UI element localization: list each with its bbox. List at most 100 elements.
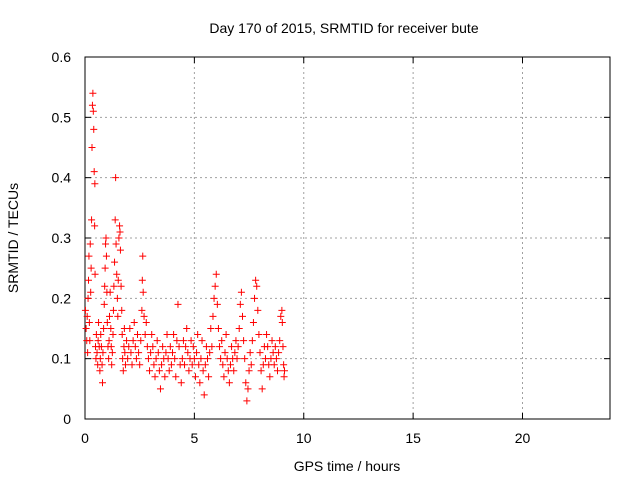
data-point: [183, 325, 191, 332]
data-point: [158, 361, 166, 369]
data-point: [125, 343, 133, 351]
data-point: [105, 337, 113, 345]
data-point: [96, 367, 104, 375]
data-point: [278, 318, 286, 326]
data-point: [86, 240, 94, 248]
data-point: [277, 312, 285, 320]
data-point: [258, 385, 266, 393]
data-point: [211, 282, 219, 290]
data-point: [239, 312, 246, 320]
data-point: [165, 367, 173, 375]
data-point: [221, 349, 229, 357]
data-point: [106, 312, 113, 320]
data-point: [231, 349, 239, 357]
x-tick-label: 0: [81, 430, 89, 446]
data-point: [170, 331, 178, 339]
y-tick-label: 0.6: [52, 49, 72, 65]
data-point: [210, 294, 218, 302]
data-point: [182, 343, 190, 351]
data-point: [240, 337, 248, 345]
data-point: [245, 367, 253, 375]
data-point: [181, 361, 189, 369]
data-point: [268, 337, 276, 345]
data-point: [144, 355, 152, 363]
data-point: [82, 325, 90, 332]
data-point: [87, 264, 95, 272]
data-point: [253, 282, 261, 290]
data-point: [123, 337, 131, 345]
data-point: [235, 325, 243, 332]
data-point: [114, 276, 122, 284]
data-point: [200, 391, 208, 399]
data-point: [187, 337, 195, 345]
data-point: [121, 349, 129, 357]
data-point: [266, 373, 274, 381]
data-point: [222, 331, 230, 339]
data-point: [138, 306, 146, 314]
data-point: [99, 349, 107, 357]
data-point: [110, 282, 118, 290]
data-point: [131, 343, 139, 351]
data-point: [140, 312, 148, 320]
data-point: [230, 367, 238, 375]
data-point: [252, 276, 260, 284]
data-point: [111, 258, 119, 266]
data-point: [114, 312, 122, 320]
data-point: [281, 367, 288, 375]
data-point: [166, 343, 174, 351]
data-point: [149, 343, 157, 351]
data-point: [177, 379, 185, 387]
data-point: [206, 349, 214, 357]
data-point: [139, 288, 147, 296]
data-point: [100, 300, 108, 308]
data-point: [91, 270, 99, 278]
data-point: [137, 337, 145, 345]
data-point: [212, 270, 220, 278]
data-point: [163, 331, 171, 339]
data-point: [241, 355, 249, 363]
data-point: [152, 355, 160, 363]
data-point: [201, 361, 209, 369]
data-point: [280, 373, 288, 381]
data-point: [247, 361, 255, 369]
data-point: [95, 318, 103, 326]
data-point: [101, 282, 109, 290]
data-point: [228, 343, 236, 351]
data-point: [88, 144, 96, 151]
data-point: [90, 125, 98, 133]
data-point: [249, 318, 257, 326]
data-point: [121, 361, 129, 369]
data-point: [112, 174, 120, 182]
data-point: [124, 355, 132, 363]
data-point: [113, 294, 121, 302]
data-point: [271, 343, 279, 351]
data-point: [90, 168, 98, 176]
data-point: [237, 288, 245, 296]
data-point: [209, 312, 217, 320]
data-point: [167, 361, 175, 369]
data-point: [171, 355, 179, 363]
data-point: [218, 337, 226, 345]
data-point: [216, 343, 224, 351]
data-point: [184, 349, 192, 357]
data-point: [164, 355, 172, 363]
data-point: [276, 337, 284, 345]
data-point: [172, 373, 180, 381]
data-point: [278, 306, 286, 314]
data-point: [132, 355, 140, 363]
data-point: [195, 361, 203, 369]
data-point: [197, 355, 205, 363]
data-point: [89, 89, 97, 97]
data-point: [214, 325, 222, 332]
data-point: [117, 282, 125, 290]
data-point: [175, 343, 183, 351]
data-point: [189, 343, 197, 351]
data-point: [155, 367, 163, 375]
data-point: [173, 337, 181, 345]
data-point: [274, 367, 281, 375]
data-point: [106, 288, 114, 296]
x-tick-label: 20: [515, 430, 531, 446]
data-point: [105, 355, 113, 363]
data-point: [108, 349, 116, 357]
